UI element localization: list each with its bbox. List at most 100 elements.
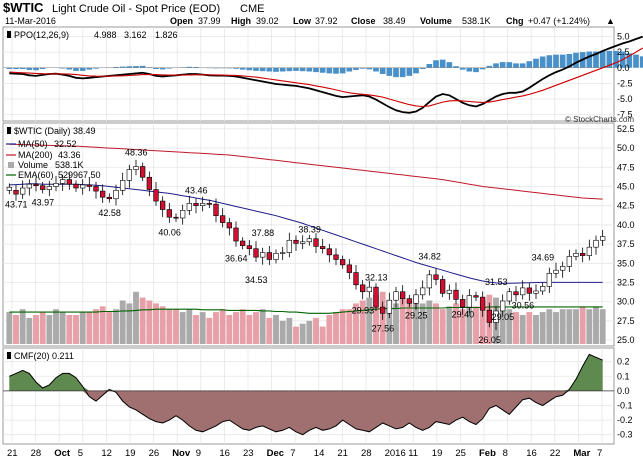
candle-body [600,236,606,241]
volume-bar [93,309,99,344]
ppo-histogram-bar [286,67,293,72]
candle-body [280,252,286,254]
ppo-histogram-bar [33,67,39,71]
candle-body [213,203,219,216]
price-annotation: 26.05 [478,335,501,345]
volume-bar [599,309,606,344]
candle-body [526,287,532,294]
price-annotation: 32.13 [365,272,388,282]
candle-body [440,279,446,294]
price-annotation: 34.82 [418,252,441,262]
volume-bar [46,315,53,344]
volume-bar [479,300,486,344]
candle-body [80,184,86,189]
ppo-histogram-bar [486,65,493,68]
candle-body [240,240,246,246]
candle-body [113,190,119,200]
candle-body [566,256,572,267]
ppo-y-tick-label: 2.5 [617,47,630,57]
ppo-histogram-bar [459,67,466,70]
volume-bar [506,309,513,344]
volume-bar [119,300,126,344]
moving-average-line [9,143,603,200]
candle-body [380,306,386,314]
volume-bar [373,294,379,344]
volume-bar [59,312,66,344]
volume-bar [313,317,319,344]
ppo-histogram-bar [333,67,339,74]
price-annotation: 31.53 [485,277,508,287]
volume-bar [213,312,219,344]
price-annotation: 34.69 [532,253,555,263]
ppo-histogram [3,50,643,78]
volume-bar [153,303,159,344]
ppo-histogram-bar [439,59,446,68]
candle-body [366,286,372,293]
ppo-histogram-bar [153,67,159,69]
price-y-tick-label: 30.0 [617,297,635,307]
volume-bar [239,309,246,344]
price-y-tick-label: 50.0 [617,143,635,153]
ppo-series-line [9,35,643,114]
price-y-tick-label: 40.0 [617,220,635,230]
ppo-histogram-bar [386,67,393,76]
candle-body [126,169,132,181]
candle-body [313,238,319,247]
ppo-histogram-bar [466,67,473,72]
ppo-histogram-bar [139,65,146,68]
candle-body [266,252,272,260]
volume-bar [453,303,459,344]
close-label: Close [351,16,376,26]
cmf-negative-area [9,390,603,435]
price-ma-lines [9,143,603,284]
price-annotation: 48.36 [125,148,148,158]
price-y-tick-label: 45.0 [617,181,635,191]
ppo-y-tick-label: -5.0 [617,94,633,104]
ppo-histogram-bar [446,62,453,68]
ppo-histogram-bar [426,64,433,68]
candle-body [106,196,112,200]
candle-body [86,184,92,187]
ppo-histogram-bar [499,62,506,68]
cmf-line [9,353,603,436]
volume-legend-value: 538.1K [55,160,84,170]
volume-bar [399,297,406,344]
candle-body [180,209,186,219]
x-tick-label: 7 [597,448,602,459]
ppo-histogram-bar [493,63,499,68]
candle-body [253,248,259,258]
x-tick-label: 5 [78,448,83,459]
ppo-y-tick-label: 5.0 [617,32,630,42]
volume-bar [273,315,279,344]
price-annotation: 34.53 [245,275,268,285]
ppo-histogram-bar [606,50,613,68]
ppo-histogram-bar [273,67,279,72]
high-value: 39.02 [256,16,279,26]
volume-bar [566,309,573,344]
volume-bar [306,320,313,344]
candle-body [100,190,106,198]
price-y-tick-label: 52.5 [617,124,635,134]
price-y-tick-label: 47.5 [617,162,635,172]
x-tick-label: 23 [243,448,254,459]
candle-body [73,183,79,189]
candle-body [293,239,299,244]
candle-body [493,310,499,323]
ppo-histogram-bar [526,61,533,68]
volume-bar [139,297,146,344]
price-annotation: 36.64 [225,254,248,264]
chart-title-symbol: $WTIC [3,0,44,15]
candle-body [420,287,426,296]
volume-bar [53,309,59,344]
candle-body [533,290,539,294]
ppo-histogram-bar [246,67,253,71]
candle-body [500,300,506,312]
volume-bar [346,309,353,344]
ppo-histogram-bar [393,67,399,78]
price-annotation: 38.39 [298,224,321,234]
ppo-histogram-bar [39,67,46,69]
price-annotation: 29.25 [405,311,428,321]
candle-body [233,227,239,242]
cmf-y-tick-label: -0.3 [617,430,633,440]
